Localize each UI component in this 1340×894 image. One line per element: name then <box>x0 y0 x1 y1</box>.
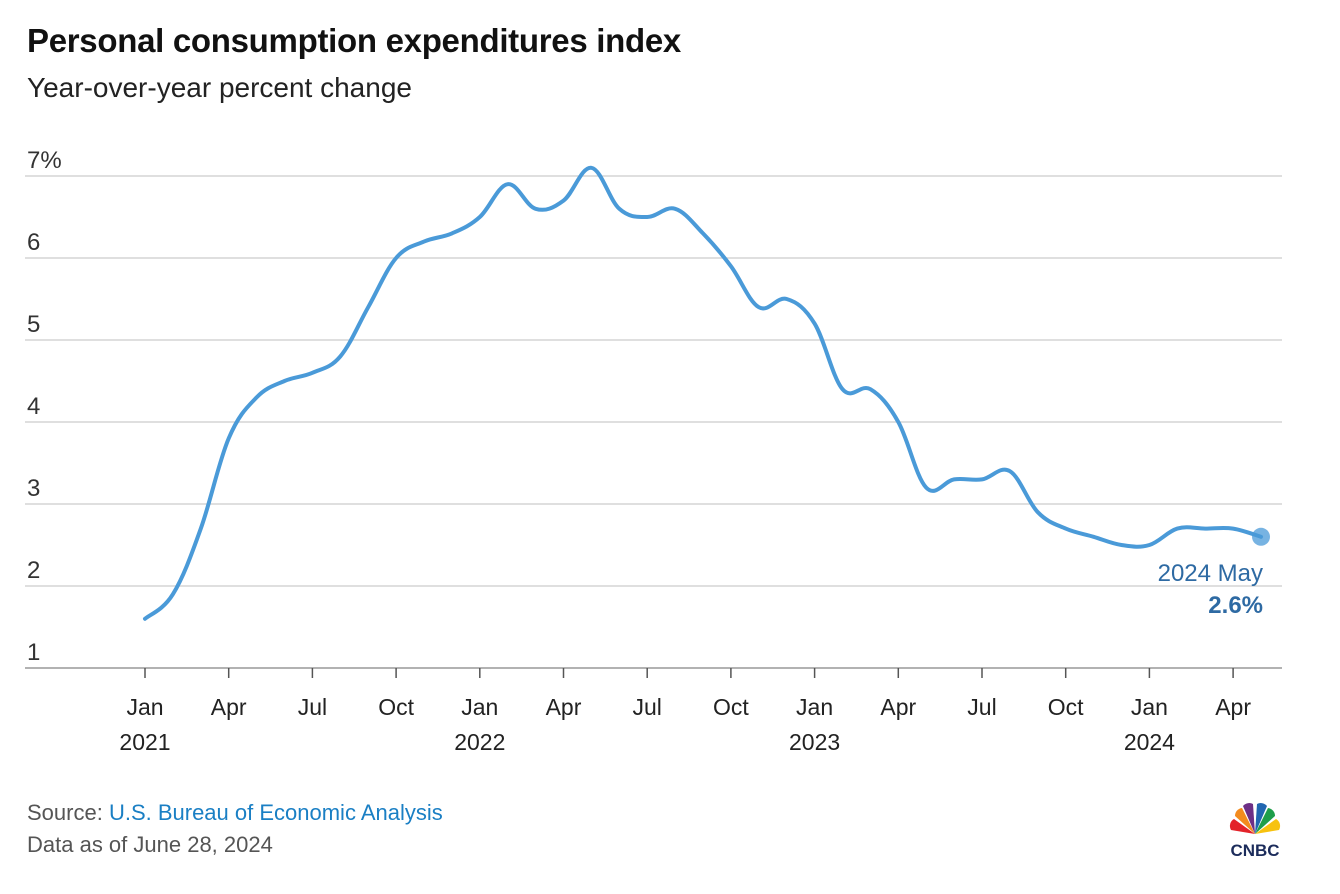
grid-layer <box>25 175 1282 669</box>
source-line: Source: U.S. Bureau of Economic Analysis <box>27 800 443 826</box>
x-tick-label: Apr <box>211 694 247 720</box>
y-tick-label: 5 <box>27 311 40 338</box>
annotation-label: 2024 May <box>1158 560 1263 587</box>
x-tick-label: Apr <box>546 694 582 720</box>
x-tick-label: Oct <box>713 694 749 720</box>
x-tick-label: Oct <box>1048 694 1084 720</box>
x-tick-label: Jan <box>126 694 163 720</box>
x-tick-label: Jul <box>632 694 661 720</box>
source-link[interactable]: U.S. Bureau of Economic Analysis <box>108 800 443 825</box>
cnbc-logo-text: CNBC <box>1230 841 1279 860</box>
annotation-layer: 2024 May 2.6% <box>1158 560 1263 619</box>
x-year-label: 2024 <box>1124 729 1175 755</box>
x-tick-label: Jul <box>298 694 327 720</box>
x-tick-label: Jan <box>1131 694 1168 720</box>
annotation-value: 2.6% <box>1208 592 1263 619</box>
chart-subtitle: Year-over-year percent change <box>27 72 412 103</box>
chart-title: Personal consumption expenditures index <box>27 22 681 59</box>
source-prefix: Source: <box>27 800 109 825</box>
x-year-label: 2021 <box>119 729 170 755</box>
series-line <box>143 165 1263 621</box>
x-tick-label: Apr <box>880 694 916 720</box>
y-tick-label: 1 <box>27 639 40 666</box>
cnbc-logo: CNBC <box>1229 803 1281 860</box>
x-year-label: 2022 <box>454 729 505 755</box>
x-tick-label: Apr <box>1215 694 1251 720</box>
y-tick-label: 6 <box>27 229 40 256</box>
x-tick-label: Jul <box>967 694 996 720</box>
x-tick-label: Jan <box>796 694 833 720</box>
line-layer <box>143 165 1270 621</box>
data-as-of: Data as of June 28, 2024 <box>27 832 273 857</box>
y-tick-label: 4 <box>27 393 40 420</box>
y-tick-label: 7% <box>27 147 62 174</box>
y-tick-label: 2 <box>27 557 40 584</box>
axis-layer: 1 2 3 4 5 6 7% Jan 2021 Apr Jul Oct Jan 2022 Apr Jul Oct… <box>27 147 1251 755</box>
last-point-marker <box>1252 527 1270 546</box>
x-tick-label: Oct <box>378 694 414 720</box>
x-tick-label: Jan <box>461 694 498 720</box>
y-tick-label: 3 <box>27 475 40 502</box>
line-chart: 1 2 3 4 5 6 7% Jan 2021 Apr Jul Oct Jan 2022 Apr Jul Oct… <box>25 147 1282 755</box>
peacock-icon <box>1229 803 1281 834</box>
x-year-label: 2023 <box>789 729 840 755</box>
